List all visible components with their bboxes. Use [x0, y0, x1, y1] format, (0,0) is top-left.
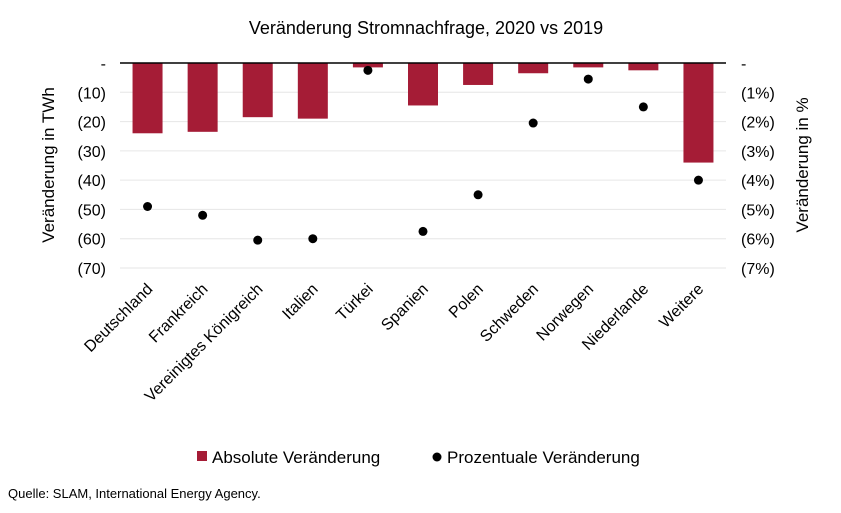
bar	[628, 63, 659, 71]
right-tick-label: (3%)	[741, 144, 775, 161]
bar-series	[132, 63, 714, 163]
scatter-series	[143, 65, 703, 245]
chart-title: Veränderung Stromnachfrage, 2020 vs 2019	[249, 18, 603, 38]
left-tick-label: -	[101, 56, 106, 73]
left-tick-label: (50)	[78, 202, 106, 219]
bar	[463, 63, 494, 85]
category-label: Weitere	[656, 281, 707, 332]
bar	[408, 63, 438, 106]
bar	[242, 63, 273, 118]
right-axis-title: Veränderung in %	[793, 97, 812, 232]
left-tick-label: (40)	[78, 173, 106, 190]
gridlines	[120, 91, 726, 269]
right-tick-label: (6%)	[741, 232, 775, 249]
category-label: Spanien	[378, 281, 432, 335]
scatter-point	[638, 102, 648, 112]
bar	[352, 63, 383, 68]
left-axis-ticks: - (10) (20) (30) (40) (50) (60) (70)	[78, 56, 106, 278]
right-tick-label: (7%)	[741, 261, 775, 278]
scatter-point	[143, 202, 153, 211]
bar	[187, 63, 218, 132]
legend-label-bar: Absolute Veränderung	[212, 448, 380, 467]
source-note: Quelle: SLAM, International Energy Agenc…	[8, 486, 261, 501]
legend-swatch-bar	[197, 451, 207, 461]
category-label: Polen	[446, 281, 487, 322]
right-axis-ticks: - (1%) (2%) (3%) (4%) (5%) (6%) (7%)	[741, 56, 775, 278]
category-label: Türkei	[333, 281, 376, 324]
category-label: Deutschland	[81, 281, 156, 356]
scatter-point	[308, 234, 318, 244]
right-tick-label: (4%)	[741, 173, 775, 190]
scatter-point	[198, 210, 208, 220]
left-tick-label: (30)	[78, 144, 106, 161]
right-tick-label: -	[741, 56, 746, 73]
right-tick-label: (2%)	[741, 115, 775, 132]
bar	[132, 63, 163, 134]
left-tick-label: (10)	[78, 85, 106, 102]
left-tick-label: (20)	[78, 115, 106, 132]
scatter-point	[363, 65, 373, 75]
bar	[297, 63, 328, 119]
bar	[573, 63, 604, 68]
right-tick-label: (1%)	[741, 85, 775, 102]
legend: Absolute Veränderung Prozentuale Verände…	[197, 448, 640, 467]
scatter-point	[473, 190, 483, 200]
left-tick-label: (60)	[78, 232, 106, 249]
scatter-point	[583, 74, 593, 84]
left-axis-title: Veränderung in TWh	[39, 87, 58, 243]
legend-label-dot: Prozentuale Veränderung	[447, 448, 640, 467]
left-tick-label: (70)	[78, 261, 106, 278]
scatter-point	[693, 175, 703, 185]
bar	[518, 63, 549, 74]
category-label: Schweden	[477, 281, 542, 346]
scatter-point	[253, 235, 263, 245]
scatter-point	[528, 118, 538, 128]
bar	[683, 63, 714, 163]
category-label: Italien	[279, 281, 321, 323]
right-tick-label: (5%)	[741, 202, 775, 219]
legend-swatch-dot	[432, 452, 442, 462]
scatter-point	[418, 226, 428, 236]
